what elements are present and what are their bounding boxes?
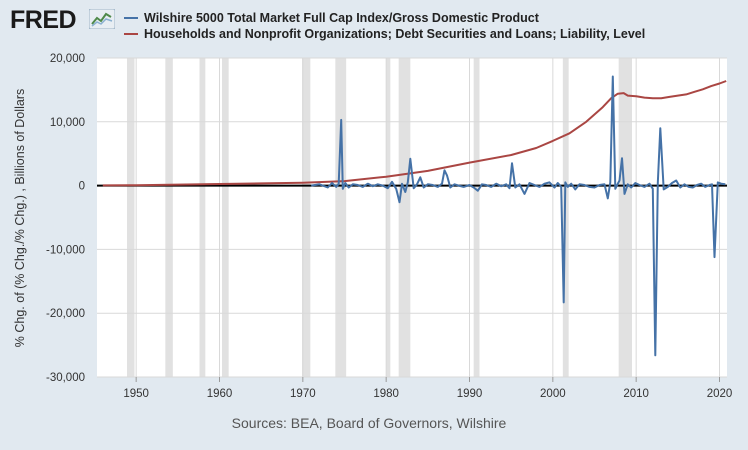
recession-band-6 [386, 58, 391, 377]
source-note: Sources: BEA, Board of Governors, Wilshi… [231, 415, 507, 431]
y-tick-label-4: 10,000 [50, 117, 85, 129]
plot-area [97, 58, 727, 377]
recession-band-1 [165, 58, 173, 377]
x-tick-label-6: 2010 [623, 388, 649, 400]
y-tick-label-3: 0 [79, 181, 85, 193]
legend-item-household-debt[interactable]: Households and Nonprofit Organizations; … [124, 27, 645, 41]
recession-band-3 [222, 58, 229, 377]
legend-swatch-wilshire [124, 17, 138, 19]
grid-lines [97, 57, 727, 378]
legend-swatch-household-debt [124, 33, 138, 35]
legend-label-wilshire: Wilshire 5000 Total Market Full Cap Inde… [144, 11, 539, 25]
x-tick-label-2: 1970 [290, 388, 316, 400]
series-line-household-debt[interactable] [102, 80, 727, 187]
y-axis-label: % Chg. of (% Chg./% Chg.) , Billions of … [13, 89, 27, 347]
x-tick-label-7: 2020 [707, 388, 733, 400]
x-tick-label-1: 1960 [207, 388, 233, 400]
y-tick-label-0: -30,000 [46, 372, 85, 384]
x-tick-label-0: 1950 [123, 388, 149, 400]
series-line-wilshire[interactable] [311, 75, 726, 357]
recession-band-5 [335, 58, 347, 377]
y-tick-label-5: 20,000 [50, 53, 85, 65]
recession-band-4 [302, 58, 311, 377]
line-chart-icon [89, 9, 115, 29]
recession-band-2 [199, 58, 206, 377]
header: FRED Wilshire 5000 Total Market Full Cap… [0, 0, 748, 50]
recession-band-8 [473, 58, 480, 377]
x-tick-label-3: 1980 [373, 388, 399, 400]
recession-band-7 [398, 58, 411, 377]
y-axis-ticks: -30,000 -20,000 -10,000 0 10,000 20,000 [46, 53, 85, 384]
recession-band-10 [618, 58, 632, 377]
legend-label-household-debt: Households and Nonprofit Organizations; … [144, 27, 646, 41]
x-axis-ticks: 1950 1960 1970 1980 1990 2000 2010 2020 [123, 377, 732, 400]
y-tick-label-1: -20,000 [46, 308, 85, 320]
x-tick-label-4: 1990 [457, 388, 483, 400]
x-tick-label-5: 2000 [540, 388, 566, 400]
recession-band-0 [127, 58, 135, 377]
legend-item-wilshire[interactable]: Wilshire 5000 Total Market Full Cap Inde… [124, 11, 539, 25]
series-lines [102, 75, 727, 357]
fred-logo[interactable]: FRED [10, 6, 77, 34]
y-tick-label-2: -10,000 [46, 244, 85, 256]
